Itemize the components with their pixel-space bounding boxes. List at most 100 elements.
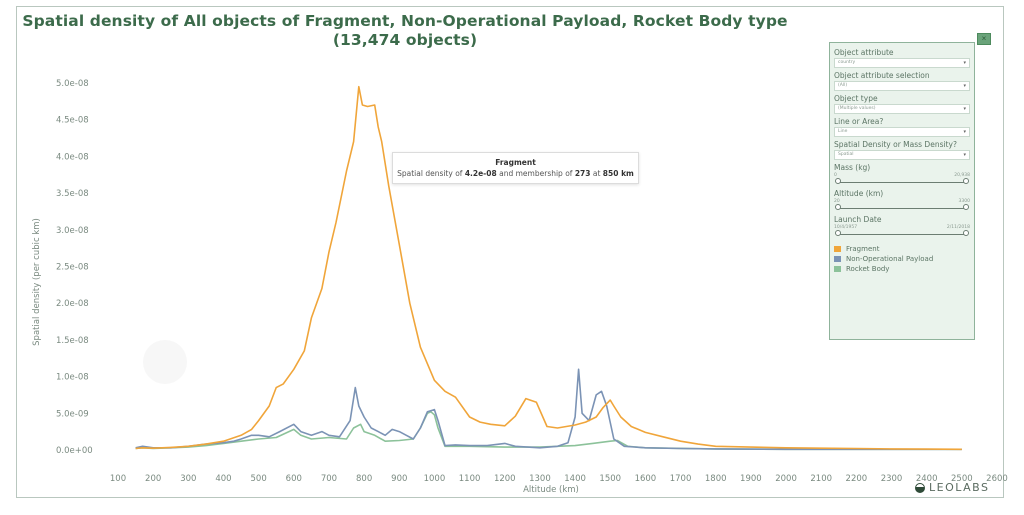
y-tick-label: 3.0e-08 <box>56 226 89 236</box>
tooltip-at: at <box>590 169 603 178</box>
filter-label: Object attribute <box>834 48 894 57</box>
slider-max-handle[interactable] <box>963 178 969 184</box>
filter-label: Object attribute selection <box>834 71 930 80</box>
slider-max-value: 2/11/2018 <box>946 225 970 230</box>
y-axis: 0.0e+00 5.0e-09 1.0e-08 1.5e-08 2.0e-08 2.5e-… <box>56 79 93 456</box>
slider-min-value: 20 <box>834 199 840 204</box>
series-line-fragment[interactable] <box>135 85 962 451</box>
chart-title-object-count: (13,474 objects) <box>332 31 478 49</box>
x-tick-label: 1600 <box>635 474 657 484</box>
x-tick-label: 2300 <box>881 474 903 484</box>
filter-object-attribute: Object attribute country ▾ <box>834 48 970 68</box>
slider-min-value: 10/4/1957 <box>834 225 858 230</box>
slider-max-handle[interactable] <box>963 230 969 236</box>
filter-label: Object type <box>834 94 878 103</box>
slider-max-value: 20,938 <box>954 173 970 178</box>
filter-density-type: Spatial Density or Mass Density? Spatial… <box>834 140 970 160</box>
legend-label: Fragment <box>846 245 880 253</box>
filter-object-attribute-selection: Object attribute selection (All) ▾ <box>834 71 970 91</box>
x-tick-label: 100 <box>110 474 126 484</box>
launch-date-range-slider[interactable] <box>835 230 969 238</box>
y-tick-label: 5.0e-08 <box>56 79 89 89</box>
slider-track <box>838 233 966 235</box>
close-panel-button[interactable]: × <box>977 33 991 45</box>
legend-swatch <box>834 266 841 272</box>
filter-object-type: Object type (Multiple values) ▾ <box>834 94 970 114</box>
legend-item-non-operational-payload[interactable]: Non-Operational Payload <box>834 254 970 264</box>
filter-label: Spatial Density or Mass Density? <box>834 140 957 149</box>
chart-title: Spatial density of All objects of Fragme… <box>0 12 810 50</box>
slider-min-handle[interactable] <box>835 178 841 184</box>
tooltip-prefix: Spatial density of <box>397 169 465 178</box>
chevron-down-icon: ▾ <box>963 83 966 89</box>
dropdown-value: Spatial <box>838 152 854 157</box>
slider-label: Mass (kg) <box>834 163 871 172</box>
series-line-non-operational-payload[interactable] <box>135 368 962 451</box>
y-tick-label: 2.0e-08 <box>56 299 89 309</box>
tooltip-body: Spatial density of 4.2e-08 and membershi… <box>393 169 638 178</box>
mass-filter: Mass (kg) 0 20,938 <box>834 163 970 186</box>
x-tick-label: 2100 <box>810 474 832 484</box>
object-type-dropdown[interactable]: (Multiple values) ▾ <box>834 104 970 114</box>
slider-range-values: 20 3300 <box>834 199 970 204</box>
tooltip-density-value: 4.2e-08 <box>464 169 497 178</box>
x-tick-label: 800 <box>356 474 372 484</box>
altitude-range-slider[interactable] <box>835 204 969 212</box>
slider-min-handle[interactable] <box>835 230 841 236</box>
chevron-down-icon: ▾ <box>963 60 966 66</box>
dashboard-frame <box>16 6 1004 498</box>
object-attribute-dropdown[interactable]: country ▾ <box>834 58 970 68</box>
y-axis-label: Spatial density (per cubic km) <box>32 218 42 346</box>
slider-label: Altitude (km) <box>834 189 884 198</box>
series-layer <box>135 85 962 451</box>
y-tick-label: 1.0e-08 <box>56 373 89 383</box>
chevron-down-icon: ▾ <box>963 129 966 135</box>
series-line-rocket-body[interactable] <box>135 410 962 451</box>
line-or-area-dropdown[interactable]: Line ▾ <box>834 127 970 137</box>
tooltip-title: Fragment <box>495 158 536 167</box>
chart-legend: Fragment Non-Operational Payload Rocket … <box>834 244 970 274</box>
legend-item-fragment[interactable]: Fragment <box>834 244 970 254</box>
mass-range-slider[interactable] <box>835 178 969 186</box>
y-tick-label: 5.0e-09 <box>56 409 89 419</box>
x-tick-label: 1200 <box>494 474 516 484</box>
legend-label: Non-Operational Payload <box>846 255 934 263</box>
x-axis-label: Altitude (km) <box>523 485 579 495</box>
logo-text: LEOLABS <box>929 481 990 494</box>
y-tick-label: 3.5e-08 <box>56 189 89 199</box>
x-tick-label: 1400 <box>564 474 586 484</box>
filter-panel: Object attribute country ▾ Object attribu… <box>829 42 975 340</box>
x-tick-label: 300 <box>180 474 196 484</box>
x-tick-label: 700 <box>321 474 337 484</box>
x-tick-label: 1800 <box>705 474 727 484</box>
slider-range-values: 10/4/1957 2/11/2018 <box>834 225 970 230</box>
object-attribute-selection-dropdown[interactable]: (All) ▾ <box>834 81 970 91</box>
slider-min-handle[interactable] <box>835 204 841 210</box>
x-tick-label: 2400 <box>916 474 938 484</box>
x-tick-label: 400 <box>215 474 231 484</box>
tooltip-membership-value: 273 <box>574 169 591 178</box>
legend-item-rocket-body[interactable]: Rocket Body <box>834 264 970 274</box>
x-tick-label: 500 <box>251 474 267 484</box>
dropdown-value: (All) <box>838 83 848 88</box>
legend-label: Rocket Body <box>846 265 890 273</box>
altitude-filter: Altitude (km) 20 3300 <box>834 189 970 212</box>
slider-max-handle[interactable] <box>963 204 969 210</box>
background-artifact <box>143 340 187 384</box>
y-tick-label: 0.0e+00 <box>56 446 93 456</box>
x-tick-label: 1100 <box>459 474 481 484</box>
slider-range-values: 0 20,938 <box>834 173 970 178</box>
x-tick-label: 1900 <box>740 474 762 484</box>
chart-title-line1: Spatial density of All objects of Fragme… <box>22 12 788 30</box>
x-tick-label: 2600 <box>986 474 1008 484</box>
x-tick-label: 1700 <box>670 474 692 484</box>
x-tick-label: 1500 <box>599 474 621 484</box>
dropdown-value: Line <box>838 129 848 134</box>
density-type-dropdown[interactable]: Spatial ▾ <box>834 150 970 160</box>
chevron-down-icon: ▾ <box>963 152 966 158</box>
globe-logo-icon <box>915 482 925 493</box>
filter-line-or-area: Line or Area? Line ▾ <box>834 117 970 137</box>
x-tick-label: 2500 <box>951 474 973 484</box>
tooltip-middle: and membership of <box>496 169 575 178</box>
